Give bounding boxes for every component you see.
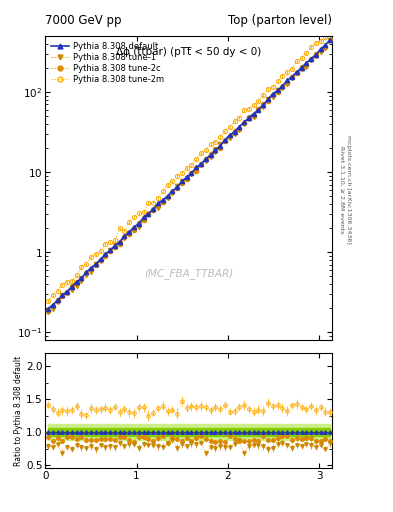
Text: 7000 GeV pp: 7000 GeV pp — [45, 14, 122, 27]
Text: Rivet 3.1.10, ≥ 2.8M events: Rivet 3.1.10, ≥ 2.8M events — [339, 146, 344, 233]
Text: Δϕ (t̅tbar) (pTt̅ < 50 dy < 0): Δϕ (t̅tbar) (pTt̅ < 50 dy < 0) — [116, 47, 261, 56]
Text: mcplots.cern.ch [arXiv:1306.3436]: mcplots.cern.ch [arXiv:1306.3436] — [346, 135, 351, 244]
Legend: Pythia 8.308 default, Pythia 8.308 tune-1, Pythia 8.308 tune-2c, Pythia 8.308 tu: Pythia 8.308 default, Pythia 8.308 tune-… — [50, 40, 165, 86]
Text: Top (parton level): Top (parton level) — [228, 14, 332, 27]
Y-axis label: Ratio to Pythia 8.308 default: Ratio to Pythia 8.308 default — [14, 356, 23, 466]
Text: (MC_FBA_TTBAR): (MC_FBA_TTBAR) — [144, 268, 233, 279]
